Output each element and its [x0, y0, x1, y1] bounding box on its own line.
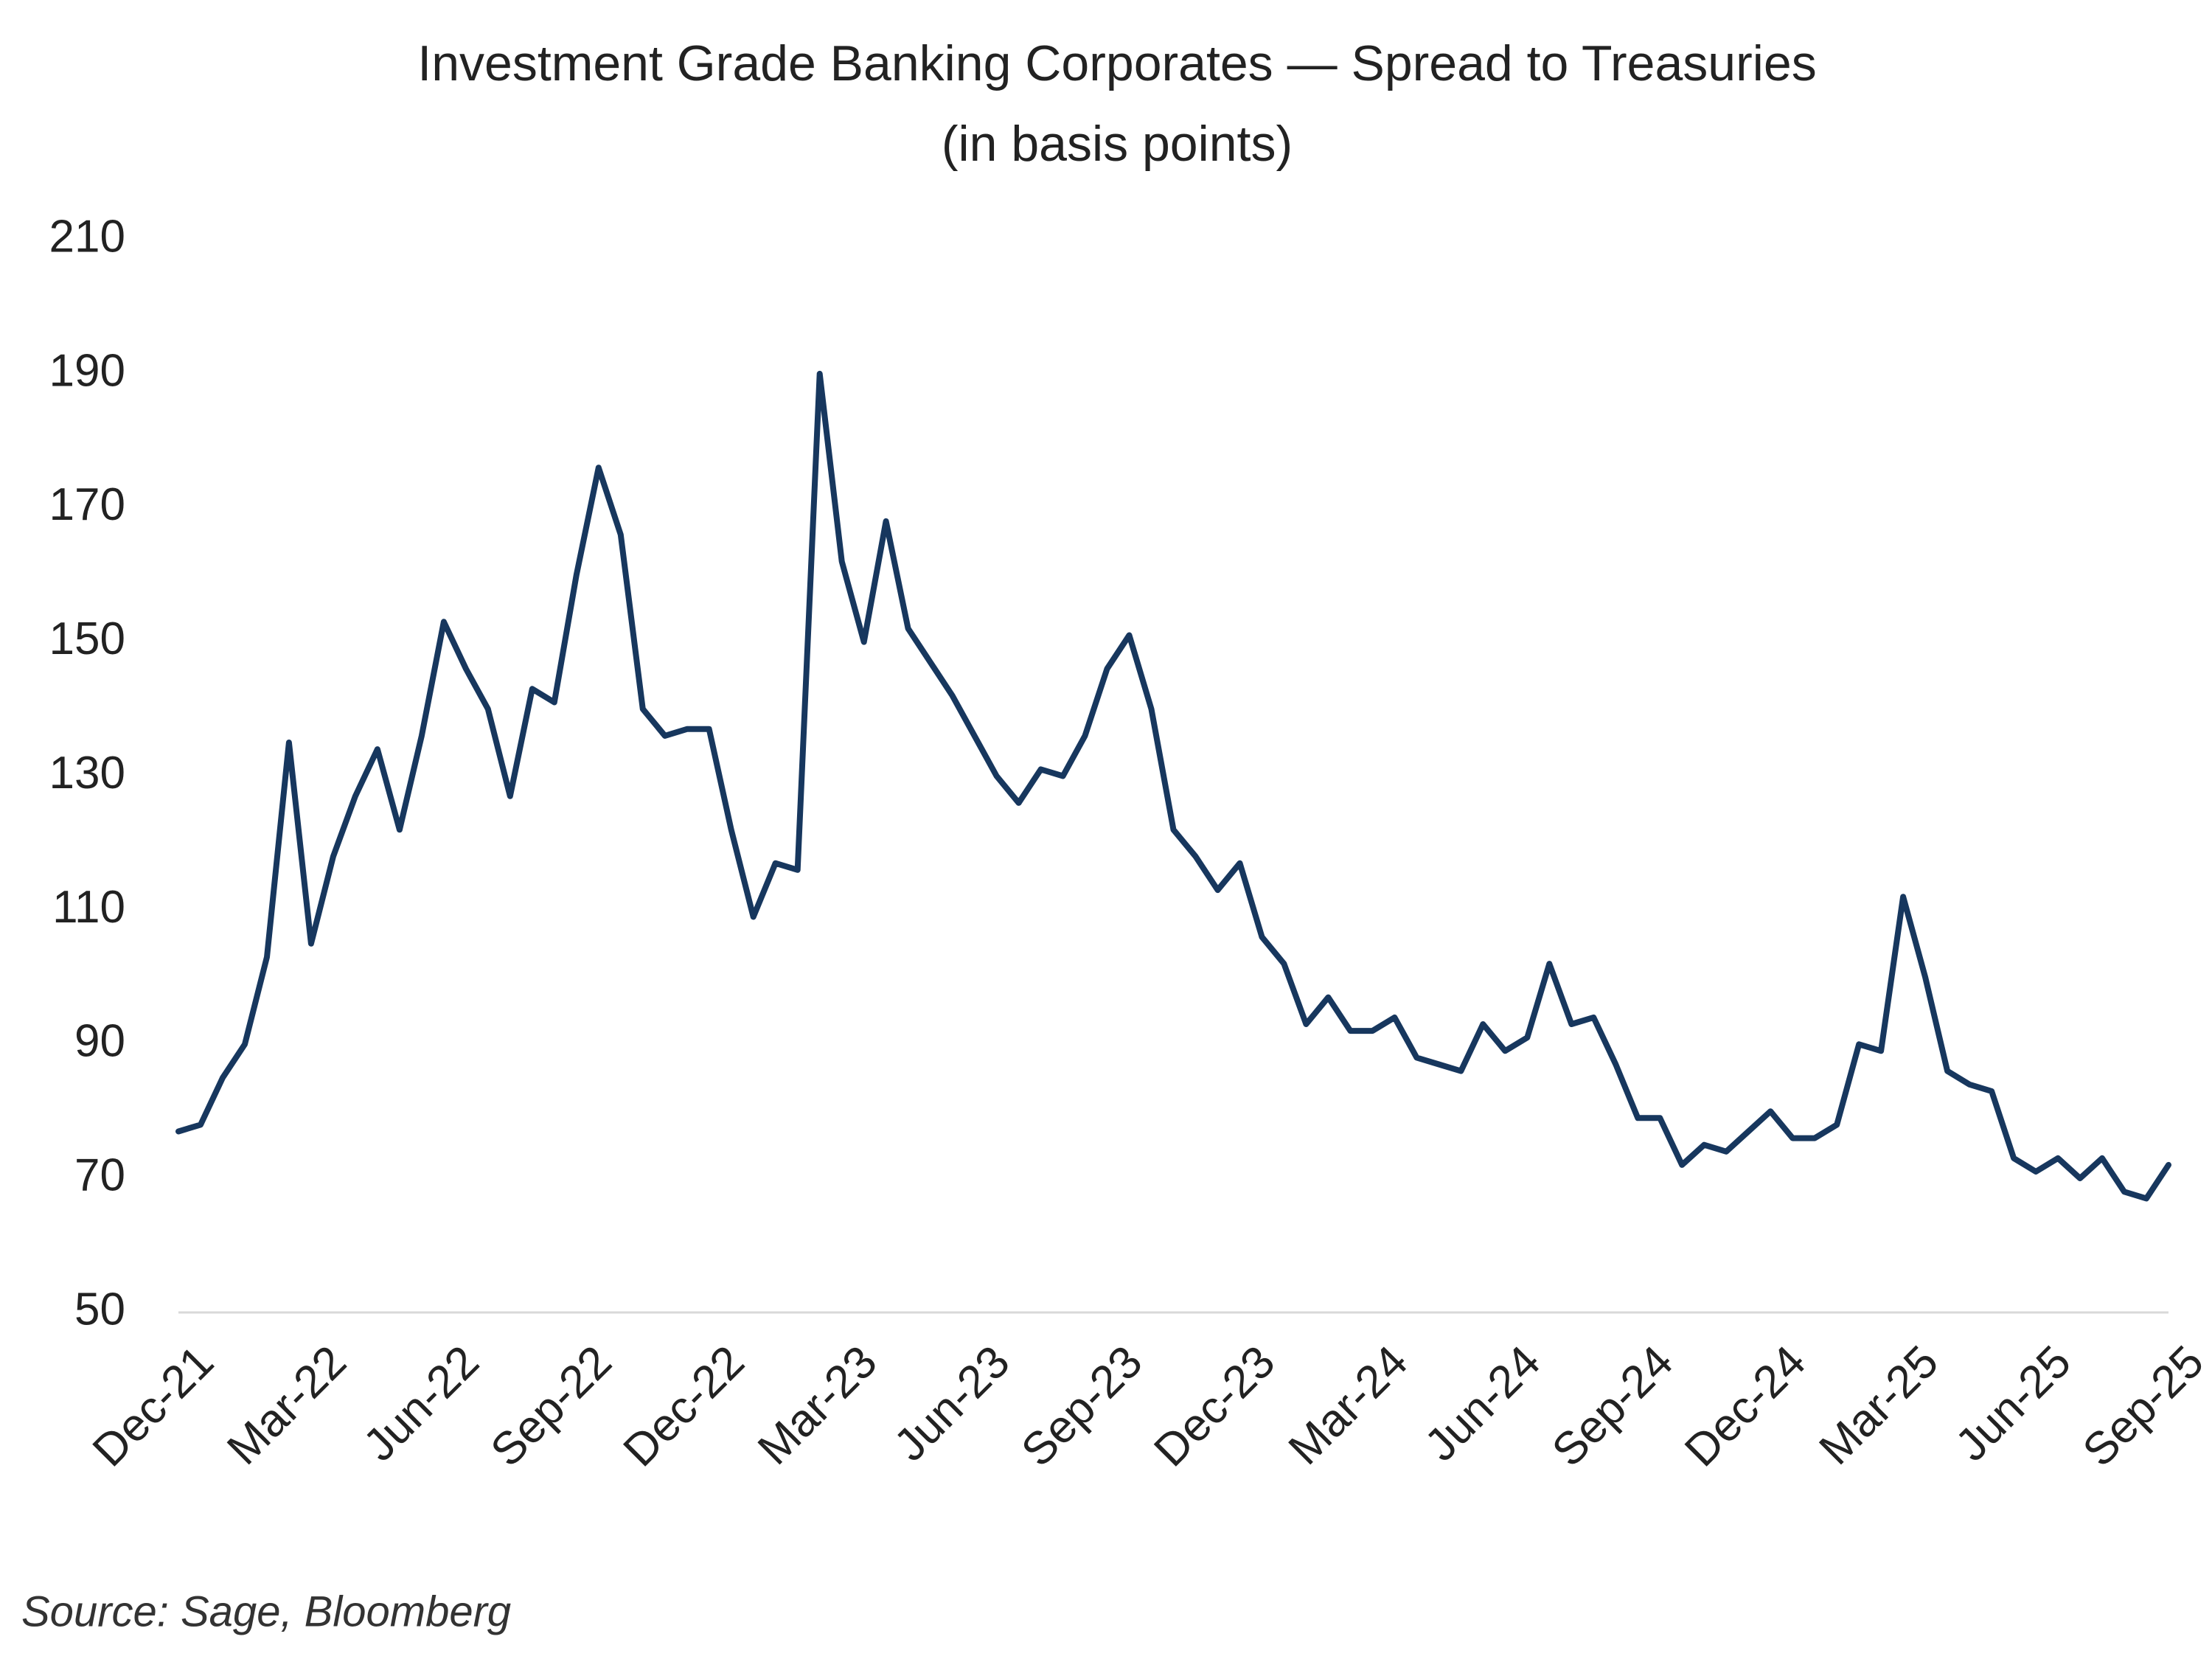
x-tick-label: Mar-24: [1279, 1336, 1418, 1475]
y-tick-label: 170: [49, 479, 125, 530]
y-tick-label: 90: [74, 1016, 125, 1067]
y-tick-label: 110: [52, 882, 125, 933]
source-note: Source: Sage, Bloomberg: [21, 1587, 511, 1635]
y-tick-label: 50: [74, 1284, 125, 1335]
x-tick-label: Dec-21: [83, 1336, 223, 1476]
x-tick-label: Sep-25: [2073, 1336, 2212, 1476]
x-tick-label: Dec-24: [1675, 1336, 1815, 1476]
y-tick-label: 130: [49, 748, 125, 799]
x-tick-label: Mar-25: [1809, 1336, 1948, 1475]
x-tick-label: Jun-24: [1416, 1336, 1551, 1471]
x-tick-label: Mar-22: [218, 1336, 356, 1475]
y-tick-label: 190: [49, 345, 125, 396]
y-tick-label: 70: [74, 1150, 125, 1201]
x-tick-label: Dec-23: [1144, 1336, 1284, 1476]
y-tick-label: 210: [49, 211, 125, 262]
y-tick-label: 150: [49, 613, 125, 664]
series-line: [175, 370, 2171, 1202]
x-tick-label: Jun-25: [1946, 1336, 2081, 1471]
x-tick-label: Jun-22: [354, 1336, 489, 1471]
x-tick-label: Mar-23: [748, 1336, 887, 1475]
chart-title: Investment Grade Banking Corporates — Sp…: [417, 35, 1816, 91]
x-tick-label: Dec-22: [614, 1336, 754, 1476]
x-tick-label: Sep-22: [481, 1336, 622, 1476]
chart-subtitle: (in basis points): [942, 116, 1293, 172]
x-tick-label: Sep-24: [1543, 1336, 1683, 1476]
x-tick-label: Sep-23: [1012, 1336, 1152, 1476]
x-tick-label: Jun-23: [885, 1336, 1020, 1471]
